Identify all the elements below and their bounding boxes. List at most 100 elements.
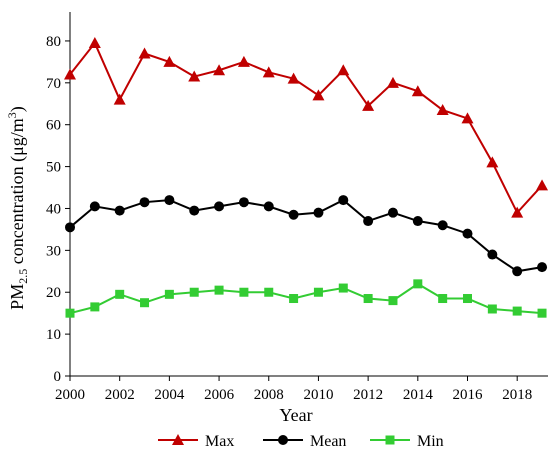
series-min-point [189,287,199,297]
series-layer [64,37,549,318]
y-tick-label: 20 [46,285,61,301]
x-tick-label: 2002 [105,387,135,403]
series-max-point [188,70,201,82]
series-max-point [64,68,76,80]
series-mean-point [164,195,175,206]
series-max-point [262,66,275,78]
series-max-line [69,41,543,215]
series-min-point [338,283,348,293]
y-tick-label: 50 [46,160,61,176]
x-tick-label: 2008 [254,387,284,403]
legend-item-mean: Mean [263,433,346,450]
series-max-point [213,64,226,76]
y-tick-label: 40 [46,201,61,217]
legend-label-max: Max [205,433,234,450]
legend-swatch-marker [278,435,288,445]
series-mean-point [65,222,75,233]
x-tick-label: 2018 [502,387,532,403]
series-mean [65,195,548,277]
series-mean-point [537,262,548,273]
y-axis-title-prefix: PM [7,284,27,310]
series-min-point [363,294,373,304]
series-min-point [313,287,323,297]
series-mean-point [263,201,274,212]
x-tick-label: 2016 [453,387,484,403]
y-tick-labels: 0 10 20 30 40 50 60 70 80 [46,34,70,385]
series-min-point [413,279,423,289]
series-min-point [65,308,75,318]
series-mean-point [288,209,299,220]
x-tick-labels: 2000 2002 2004 2006 2008 2010 2012 2014 2016 2018 [55,376,532,403]
series-max-point [113,93,126,105]
series-max-point [163,55,176,67]
x-tick-label: 2014 [403,387,434,403]
y-tick-label: 30 [46,243,61,259]
series-mean-point [189,205,200,216]
series-max-point [312,89,325,101]
series-max-point [511,206,524,218]
series-min-point [487,304,497,314]
series-min-point [214,285,224,295]
series-max-point [237,55,250,67]
series-mean-point [139,197,150,208]
legend-item-max: Max [158,433,234,450]
series-min-point [463,294,472,304]
series-max-point [411,85,424,97]
legend-swatch-marker [385,435,395,445]
series-max [64,37,549,218]
series-max-point [436,104,449,116]
x-tick-label: 2010 [303,387,333,403]
y-axis-title-superscript: 3 [5,112,19,118]
series-mean-point [238,197,249,208]
series-max-point [88,37,101,49]
series-mean-point [412,216,423,227]
legend-item-min: Min [370,433,444,450]
series-mean-point [363,216,374,227]
series-min-point [264,287,274,297]
y-tick-label: 0 [54,369,62,385]
series-min-point [140,298,150,308]
series-mean-point [512,266,523,277]
legend-swatch-marker [172,434,184,445]
y-axis-title-subscript: 2.5 [16,269,30,284]
series-min-point [164,289,174,299]
y-axis-title-suffix: ) [7,106,28,112]
series-min-point [537,308,547,318]
series-max-point [362,99,375,111]
series-max-point [138,47,151,59]
y-tick-label: 80 [46,34,61,50]
series-max-point [486,156,499,168]
x-axis-title: Year [279,405,312,425]
legend-label-mean: Mean [310,433,346,450]
y-tick-label: 10 [46,327,61,343]
x-tick-label: 2004 [154,387,185,403]
y-axis-title-middle: concentration (μg/m [7,118,28,269]
series-mean-point [338,195,349,206]
series-max-point [386,76,399,88]
legend: Max Mean Min [158,433,444,450]
series-max-point [287,72,300,84]
series-mean-point [487,249,498,260]
series-mean-point [437,220,448,231]
series-mean-point [114,205,125,216]
series-max-point [461,112,474,124]
legend-label-min: Min [417,433,444,450]
series-mean-point [313,207,324,218]
axes [69,12,548,377]
y-axis-title: PM2.5 concentration (μg/m3) [5,106,30,310]
series-min-point [90,302,100,312]
y-tick-label: 70 [46,76,61,92]
series-min-point [239,287,249,297]
series-min-point [388,296,398,306]
series-min [65,279,547,318]
x-tick-label: 2006 [204,387,235,403]
series-min-point [512,306,522,316]
series-max-point [536,179,549,191]
series-mean-point [214,201,225,212]
series-min-point [438,294,448,304]
y-tick-label: 60 [46,118,61,134]
x-tick-label: 2012 [353,387,383,403]
series-mean-point [89,201,100,212]
series-max-point [337,64,350,76]
